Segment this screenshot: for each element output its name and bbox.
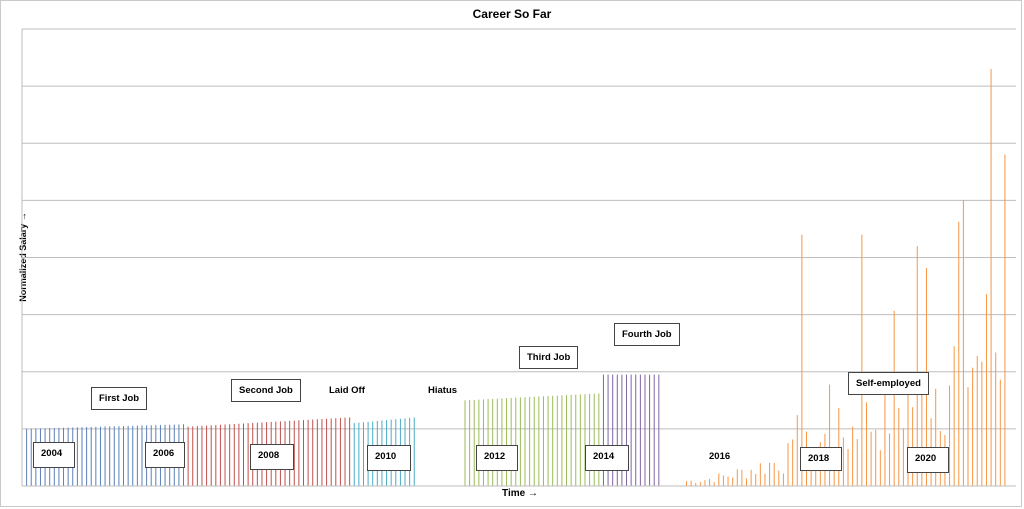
salary-bars: [21, 68, 1006, 486]
gridlines: [22, 28, 1016, 430]
label-self-employed: Self-employed: [848, 372, 929, 395]
label-hiatus: Hiatus: [428, 385, 458, 396]
year-label-2008: 2008: [250, 444, 294, 470]
chart-title: Career So Far: [472, 7, 552, 21]
year-label-2012: 2012: [476, 445, 518, 471]
year-label-2018: 2018: [800, 447, 842, 471]
year-label-2016: 2016: [709, 451, 731, 462]
label-fourth-job: Fourth Job: [614, 323, 680, 346]
label-first-job: First Job: [91, 387, 148, 410]
year-label-2006: 2006: [145, 442, 185, 468]
year-label-2020: 2020: [907, 447, 949, 473]
year-label-2010: 2010: [367, 445, 411, 471]
x-axis-label: Time →: [502, 488, 538, 499]
label-laid-off: Laid Off: [329, 385, 365, 396]
year-label-2004: 2004: [33, 442, 75, 468]
year-label-2014: 2014: [585, 445, 629, 471]
label-second-job: Second Job: [231, 379, 301, 402]
label-third-job: Third Job: [519, 346, 579, 369]
